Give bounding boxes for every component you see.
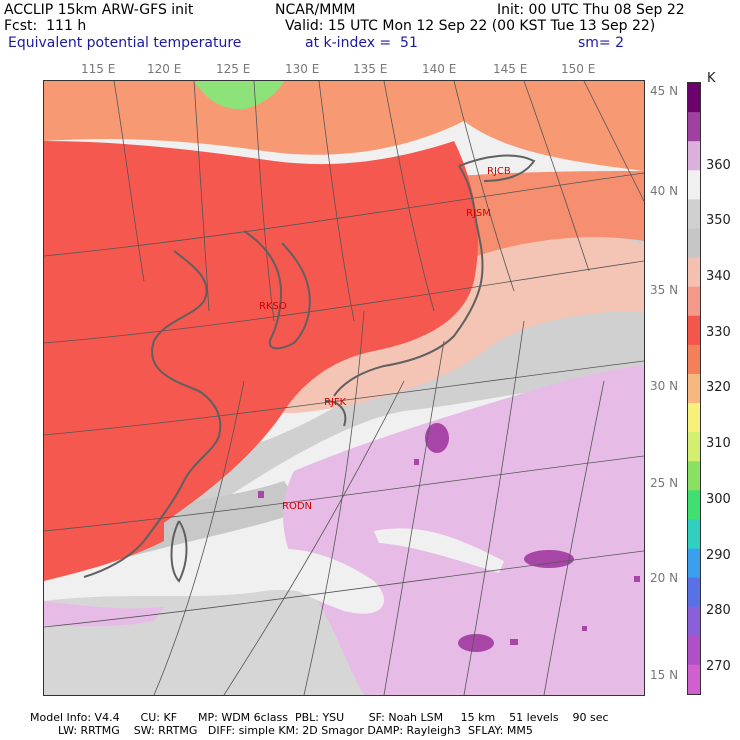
- level-label: at k-index = 51: [305, 35, 418, 51]
- colorbar-segment: [688, 170, 700, 200]
- colorbar-segment: [688, 490, 700, 520]
- lat-label: 20 N: [650, 571, 679, 585]
- lon-label: 140 E: [422, 62, 457, 76]
- lat-label: 35 N: [650, 283, 679, 297]
- colorbar-segment: [688, 286, 700, 317]
- colorbar-tick: 280: [706, 603, 731, 618]
- smoothing-label: sm= 2: [578, 35, 625, 51]
- lon-label: 145 E: [493, 62, 528, 76]
- lat-label: 45 N: [650, 84, 679, 98]
- institution-label: NCAR/MMM: [275, 2, 356, 18]
- colorbar-segment: [688, 315, 700, 346]
- colorbar-tick: 340: [706, 269, 731, 284]
- lon-label: 130 E: [285, 62, 320, 76]
- valid-time: Valid: 15 UTC Mon 12 Sep 22 (00 KST Tue …: [285, 18, 656, 34]
- station-label: RJSM: [466, 208, 491, 219]
- colorbar-segment: [688, 373, 700, 404]
- colorbar-segment: [688, 112, 700, 142]
- colorbar-segment: [688, 83, 700, 113]
- colorbar-segment: [688, 519, 700, 550]
- lat-label: 25 N: [650, 476, 679, 490]
- lon-label: 135 E: [353, 62, 388, 76]
- colorbar-tick: 360: [706, 158, 731, 173]
- colorbar-tick: 320: [706, 380, 731, 395]
- lat-label: 15 N: [650, 668, 679, 682]
- station-label: RKSO: [259, 301, 287, 312]
- colorbar-unit: K: [707, 71, 716, 86]
- model-info-line1: Model Info: V4.4 CU: KF MP: WDM 6class P…: [30, 711, 609, 724]
- lon-label: 115 E: [81, 62, 116, 76]
- lon-label: 150 E: [561, 62, 596, 76]
- colorbar-segment: [688, 432, 700, 462]
- init-time: Init: 00 UTC Thu 08 Sep 22: [497, 2, 685, 18]
- colorbar-segment: [688, 257, 700, 288]
- colorbar-tick: 330: [706, 325, 731, 340]
- colorbar-segment: [688, 577, 700, 608]
- lat-label: 30 N: [650, 379, 679, 393]
- colorbar-tick: 270: [706, 659, 731, 674]
- colorbar-segment: [688, 403, 700, 433]
- colorbar-segment: [688, 228, 700, 259]
- station-label: RODN: [282, 501, 312, 512]
- colorbar-tick: 290: [706, 548, 731, 563]
- colorbar-segment: [688, 635, 700, 666]
- colorbar-segment: [688, 141, 700, 171]
- lon-label: 125 E: [216, 62, 251, 76]
- colorbar-segment: [688, 199, 700, 229]
- forecast-hour: Fcst: 111 h: [4, 18, 87, 34]
- field-name: Equivalent potential temperature: [8, 35, 242, 51]
- station-label: RJFK: [324, 397, 347, 408]
- colorbar: [687, 82, 701, 695]
- station-label: RJCB: [487, 166, 511, 177]
- colorbar-segment: [688, 548, 700, 579]
- lon-label: 120 E: [147, 62, 182, 76]
- colorbar-segment: [688, 344, 700, 375]
- theta-e-map: RJCB RJSM RKSO RJFK RODN: [43, 80, 645, 696]
- colorbar-tick: 300: [706, 492, 731, 507]
- colorbar-segment: [688, 606, 700, 637]
- colorbar-tick: 310: [706, 436, 731, 451]
- lat-label: 40 N: [650, 184, 679, 198]
- colorbar-segment: [688, 664, 700, 694]
- model-title: ACCLIP 15km ARW-GFS init: [4, 2, 194, 18]
- model-info-line2: LW: RRTMG SW: RRTMG DIFF: simple KM: 2D …: [30, 724, 533, 737]
- colorbar-segment: [688, 461, 700, 491]
- colorbar-tick: 350: [706, 213, 731, 228]
